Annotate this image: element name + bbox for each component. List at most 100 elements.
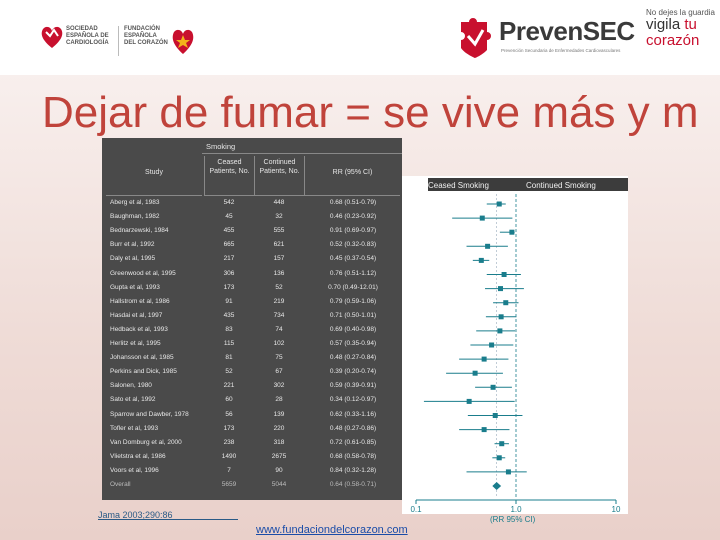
point-estimate <box>485 243 491 249</box>
row-continued: 102 <box>273 340 285 347</box>
point-estimate <box>481 427 487 433</box>
table-row: Daly et al, 1995 217 157 0.45 (0.37-0.54) <box>102 252 402 266</box>
row-ceased: 52 <box>225 368 233 376</box>
point-estimate <box>490 384 496 390</box>
sec-logo[interactable]: SOCIEDAD ESPAÑOLA DE CARDIOLOGÍA <box>40 22 116 66</box>
row-ceased: 306 <box>223 269 235 277</box>
row-study: Daly et al, 1995 <box>110 255 156 263</box>
row-ceased: 542 <box>223 199 235 206</box>
row-ceased: 56 <box>225 410 233 418</box>
table-row: Van Domburg et al, 2000 238 318 0.72 (0.61-… <box>102 436 402 450</box>
row-ceased: 115 <box>223 340 235 347</box>
table-row: Hedback et al, 1993 83 74 0.69 (0.40-0.98) <box>102 323 402 337</box>
row-study: Herlitz et al, 1995 <box>110 340 161 347</box>
fundacion-heart-icon <box>172 29 194 54</box>
row-continued: 52 <box>275 283 283 291</box>
source-underline <box>98 519 238 520</box>
point-estimate <box>492 413 498 418</box>
row-continued: 139 <box>273 410 285 418</box>
table-row: Sparrow and Dawber, 1978 56 139 0.62 (0.33-… <box>102 408 402 422</box>
row-study: Johansson et al, 1985 <box>110 354 174 362</box>
x-axis-label: (RR 95% CI) <box>490 515 536 524</box>
tagline-word-vigila: vigila <box>646 16 681 33</box>
row-ceased: 5659 <box>221 481 237 488</box>
row-rr: 0.48 (0.27-0.84) <box>329 354 377 362</box>
row-continued: 734 <box>273 311 285 319</box>
row-rr: 0.71 (0.50-1.01) <box>329 311 377 319</box>
table-row: Bednarzewski, 1984 455 555 0.91 (0.69-0.97) <box>102 224 402 238</box>
point-estimate <box>478 257 484 263</box>
row-continued: 28 <box>275 396 283 404</box>
row-study: Overall <box>110 481 131 488</box>
table-row: Gupta et al, 1993 173 52 0.70 (0.49-12.01) <box>102 281 402 295</box>
prevensec-name: PrevenSEC <box>499 16 635 46</box>
point-estimate <box>479 215 485 221</box>
col-head-study: Study <box>106 156 202 196</box>
row-ceased: 45 <box>225 213 233 221</box>
table-row: Hasdai et al, 1997 435 734 0.71 (0.50-1.01) <box>102 309 402 323</box>
row-ceased: 665 <box>223 241 235 249</box>
row-ceased: 60 <box>225 396 233 404</box>
table-row: Herlitz et al, 1995 115 102 0.57 (0.35-0.94… <box>102 337 402 351</box>
row-continued: 220 <box>273 424 285 432</box>
plot-header-left: Ceased Smoking <box>428 181 489 190</box>
point-estimate <box>503 300 509 306</box>
prevensec-subtitle: Prevención Secundaria de Enfermedades Ca… <box>501 48 621 53</box>
tagline: No dejes la guardia vigila tu corazón <box>646 8 718 49</box>
row-study: Aberg et al, 1983 <box>110 199 160 206</box>
row-continued: 219 <box>273 297 285 305</box>
row-ceased: 7 <box>227 466 231 474</box>
tagline-word-corazon: corazón <box>646 32 700 49</box>
prevensec-logo[interactable]: PrevenSEC Prevención Secundaria de Enfer… <box>455 14 645 68</box>
row-ceased: 91 <box>225 297 233 305</box>
slide-title: Dejar de fumar = se vive más y m <box>42 88 699 137</box>
row-rr: 0.76 (0.51-1.12) <box>329 269 377 277</box>
row-ceased: 217 <box>223 255 235 263</box>
table-row: Tofler et al, 1993 173 220 0.48 (0.27-0.86) <box>102 422 402 436</box>
row-rr: 0.64 (0.58-0.71) <box>329 481 377 488</box>
row-rr: 0.91 (0.69-0.97) <box>329 227 377 235</box>
row-ceased: 435 <box>223 311 235 319</box>
point-estimate <box>501 272 507 277</box>
table-row: Sato et al, 1992 60 28 0.34 (0.12-0.97) <box>102 393 402 407</box>
row-study: Burr et al, 1992 <box>110 241 155 249</box>
point-estimate <box>489 342 495 348</box>
x-tick-label: 1.0 <box>510 505 522 514</box>
row-rr: 0.46 (0.23-0.92) <box>329 213 377 221</box>
table-row: Baughman, 1982 45 32 0.46 (0.23-0.92) <box>102 210 402 224</box>
logo-divider <box>118 26 119 56</box>
forest-plot: Ceased Smoking Continued Smoking 0.1 1.0 10 <box>402 176 628 514</box>
row-rr: 0.45 (0.37-0.54) <box>329 255 377 263</box>
row-study: Voors et al, 1996 <box>110 466 159 474</box>
forest-table: Smoking Study Ceased Patients, No. Conti… <box>102 138 402 500</box>
overall-diamond <box>492 482 502 490</box>
row-continued: 555 <box>273 227 285 235</box>
x-tick-label: 10 <box>612 505 621 514</box>
row-continued: 157 <box>273 255 285 263</box>
point-estimate <box>499 441 505 447</box>
row-continued: 2675 <box>271 452 287 460</box>
row-study: Vlietstra et al, 1986 <box>110 452 166 460</box>
table-row: Greenwood et al, 1995 306 136 0.76 (0.51-1.… <box>102 267 402 281</box>
row-ceased: 173 <box>223 424 235 432</box>
row-study: Gupta et al, 1993 <box>110 283 160 291</box>
row-study: Hasdai et al, 1997 <box>110 311 163 319</box>
row-ceased: 83 <box>225 325 233 333</box>
row-continued: 32 <box>275 213 283 221</box>
point-estimate <box>472 370 478 376</box>
row-continued: 67 <box>275 368 283 376</box>
row-continued: 318 <box>273 438 285 446</box>
row-rr: 0.68 (0.51-0.79) <box>329 199 377 206</box>
table-row: Salonen, 1980 221 302 0.59 (0.39-0.91) <box>102 379 402 393</box>
row-continued: 5044 <box>271 481 287 488</box>
row-study: Perkins and Dick, 1985 <box>110 368 177 376</box>
point-estimate <box>498 286 504 292</box>
col-head-continued: Continued Patients, No. <box>254 156 304 196</box>
row-study: Bednarzewski, 1984 <box>110 227 169 235</box>
fundacion-logo[interactable]: FUNDACIÓN ESPAÑOLA DEL CORAZÓN <box>120 22 200 66</box>
tagline-small: No dejes la guardia <box>646 8 715 17</box>
fundacion-logo-text: FUNDACIÓN ESPAÑOLA DEL CORAZÓN <box>124 26 168 46</box>
footer-link[interactable]: www.fundaciondelcorazon.com <box>256 524 408 536</box>
row-study: Tofler et al, 1993 <box>110 424 159 432</box>
point-estimate <box>509 229 515 235</box>
